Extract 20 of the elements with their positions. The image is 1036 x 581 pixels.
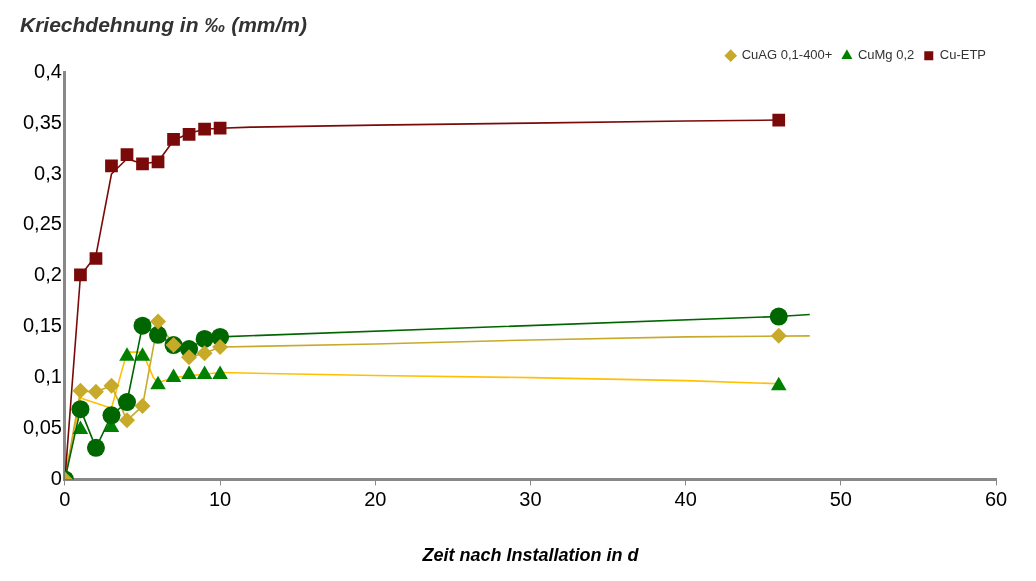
x-tick-label: 30 [519,487,542,510]
y-tick-label: 0 [50,466,62,489]
y-tick-label: 0,4 [34,59,62,82]
x-tick-label: 50 [829,487,852,510]
x-tick-label: 40 [674,487,697,510]
legend-label: Cu-ETP [939,47,986,63]
x-tick-label: 60 [984,487,1008,510]
y-tick-label: 0,3 [34,161,62,184]
y-tick-label: 0,15 [22,314,62,337]
y-tick-label: 0,35 [22,110,62,133]
chart-title: Kriechdehnung in ‰ (mm/m) [20,13,308,37]
legend-label: CuAG 0,1-400+ [741,47,833,63]
y-tick-label: 0,05 [22,416,62,439]
y-tick-label: 0,1 [34,365,62,388]
legend-label: CuMg 0,2 [857,47,915,63]
x-tick-label: 10 [208,487,232,510]
x-axis-title: Zeit nach Installation in d [421,545,640,566]
y-tick-label: 0,25 [22,212,62,235]
x-tick-label: 20 [364,487,387,510]
y-tick-label: 0,2 [34,263,62,286]
